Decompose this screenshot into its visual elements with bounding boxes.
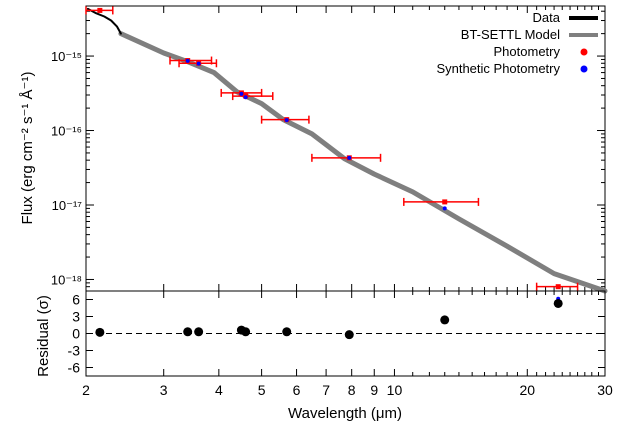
legend-label: Photometry bbox=[494, 44, 561, 59]
photometry-point bbox=[442, 199, 448, 205]
legend-label: BT-SETTL Model bbox=[461, 27, 560, 42]
x-tick-labels: 2 3 4 5 6 7 8 9 10 20 30 bbox=[82, 382, 613, 398]
residual-point bbox=[553, 298, 563, 308]
legend-dot-swatch bbox=[580, 65, 588, 73]
x-tick-label: 9 bbox=[370, 382, 378, 398]
residual-y-axis-label: Residual (σ) bbox=[35, 295, 52, 377]
residual-y-tick-label: 0 bbox=[72, 326, 80, 342]
x-tick-label: 4 bbox=[215, 382, 223, 398]
spectrum-y-tick-label: 10⁻¹⁶ bbox=[51, 124, 82, 139]
data-layer bbox=[86, 7, 122, 35]
x-tick-label: 20 bbox=[520, 382, 536, 398]
synthetic-photometry-point bbox=[243, 95, 248, 100]
data-spectrum-line bbox=[86, 7, 122, 35]
synthetic-photometry-point bbox=[284, 118, 289, 123]
legend-label: Synthetic Photometry bbox=[436, 61, 560, 76]
synthetic-photometry-point bbox=[196, 61, 201, 66]
synthetic-photometry-point bbox=[185, 58, 190, 63]
legend-dot-swatch bbox=[580, 48, 588, 56]
residual-point bbox=[344, 330, 354, 340]
x-tick-label: 10 bbox=[387, 382, 403, 398]
spectrum-y-tick-labels: 10⁻¹⁵ 10⁻¹⁶ 10⁻¹⁷ 10⁻¹⁸ bbox=[51, 49, 82, 287]
residual-point bbox=[241, 327, 251, 337]
x-tick-label: 8 bbox=[348, 382, 356, 398]
residual-y-tick-label: -3 bbox=[68, 343, 81, 359]
spectrum-panel: 10⁻¹⁵ 10⁻¹⁶ 10⁻¹⁷ 10⁻¹⁸ Data BT-SETTL Model P… bbox=[19, 5, 608, 301]
legend-label: Data bbox=[533, 10, 561, 25]
spectrum-y-tick-label: 10⁻¹⁵ bbox=[51, 49, 82, 64]
x-tick-label: 5 bbox=[258, 382, 266, 398]
synthetic-photometry-point bbox=[442, 206, 447, 211]
residual-y-tick-label: 6 bbox=[72, 292, 80, 308]
residual-y-tick-labels: 630-3-6 bbox=[68, 292, 81, 376]
photometry-point bbox=[97, 7, 103, 13]
spectrum-y-axis-label: Flux (erg cm⁻² s⁻¹ Å⁻¹) bbox=[19, 72, 36, 225]
x-axis-label: Wavelength (μm) bbox=[288, 405, 402, 422]
residual-axis-ticks bbox=[85, 291, 606, 376]
x-tick-label: 30 bbox=[597, 382, 613, 398]
residual-panel: 630-3-6 2 3 4 5 6 7 8 9 10 20 30 Residual (σ) Wave… bbox=[35, 290, 613, 422]
synthetic-photometry-layer bbox=[185, 58, 561, 301]
spectrum-y-tick-label: 10⁻¹⁸ bbox=[51, 272, 82, 287]
spectrum-y-tick-label: 10⁻¹⁷ bbox=[52, 198, 83, 213]
residual-point bbox=[183, 327, 193, 337]
synthetic-photometry-point bbox=[239, 91, 244, 96]
residual-point bbox=[282, 327, 292, 337]
photometry-point bbox=[555, 284, 561, 290]
synthetic-photometry-point bbox=[347, 155, 352, 160]
x-tick-label: 6 bbox=[293, 382, 301, 398]
x-tick-label: 2 bbox=[82, 382, 90, 398]
residual-y-tick-label: -6 bbox=[68, 360, 81, 376]
spectrum-axis-ticks bbox=[85, 6, 606, 291]
residual-point bbox=[194, 327, 204, 337]
residual-points bbox=[95, 298, 563, 340]
residual-point bbox=[95, 327, 105, 337]
x-tick-label: 7 bbox=[322, 382, 330, 398]
residual-point bbox=[440, 315, 450, 325]
residual-y-tick-label: 3 bbox=[72, 309, 80, 325]
x-tick-label: 3 bbox=[160, 382, 168, 398]
legend: Data BT-SETTL Model Photometry Synthetic Ph… bbox=[436, 10, 598, 76]
